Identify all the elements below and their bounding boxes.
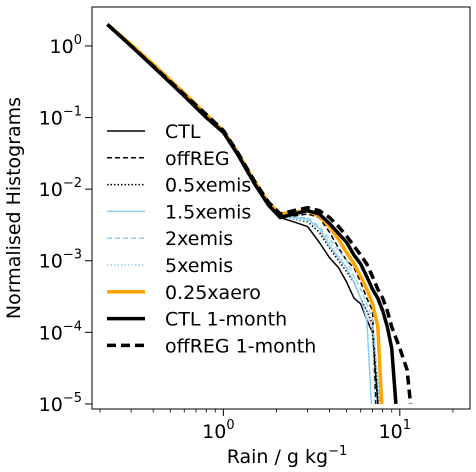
y-tick-label: 10−3 (39, 248, 82, 273)
legend-label-2: 0.5xemis (165, 175, 251, 197)
x-tick-label: 101 (379, 418, 411, 443)
legend-label-0: CTL (165, 121, 201, 143)
y-tick-label: 100 (50, 33, 82, 58)
y-tick-label: 10−5 (39, 391, 82, 416)
y-axis-label: Normalised Histograms (3, 97, 25, 319)
ticks-layer: 100 101 100 10−1 10−2 10−3 10−4 10−5 (39, 33, 454, 443)
series-line-5 (106, 23, 376, 404)
y-tick-label: 10−4 (39, 319, 82, 344)
x-axis-label-main: Rain / g kg (227, 446, 328, 468)
legend-label-6: 0.25xaero (165, 282, 261, 304)
plot-background (92, 7, 470, 409)
x-tick-label: 100 (202, 418, 234, 443)
plot-frame (91, 6, 471, 410)
legend-label-4: 2xemis (165, 228, 233, 250)
legend-label-1: offREG (165, 148, 230, 170)
y-tick-label: 10−2 (39, 176, 82, 201)
legend-label-3: 1.5xemis (165, 201, 251, 223)
series-line-8 (106, 23, 413, 405)
x-axis-label-sup: −1 (328, 444, 347, 459)
x-axis-label: Rain / g kg−1 (227, 444, 348, 468)
legend-label-7: CTL 1-month (165, 309, 287, 331)
legend: CTL offREG 0.5xemis 1.5xemis 2xemis 5xemis 0.2… (107, 121, 316, 357)
series-layer (106, 23, 413, 405)
y-tick-label: 10−1 (39, 105, 82, 130)
legend-label-8: offREG 1-month (165, 335, 316, 357)
legend-label-5: 5xemis (165, 255, 233, 277)
series-line-7 (106, 23, 398, 405)
